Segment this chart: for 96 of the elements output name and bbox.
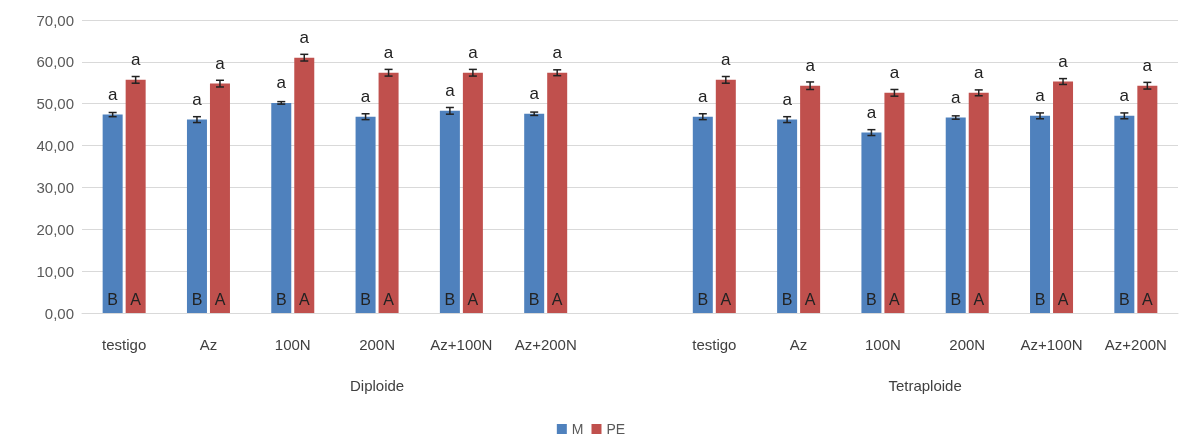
bar [1053, 81, 1074, 313]
bar [547, 72, 568, 313]
annotation: A [298, 290, 310, 308]
bar [800, 85, 821, 313]
y-tick-label: 30,00 [36, 178, 74, 196]
data-label: a [299, 27, 310, 47]
bar [462, 72, 483, 313]
data-label: a [130, 49, 141, 69]
bar [1030, 115, 1051, 313]
x-tick-label: 200N [949, 336, 986, 353]
annotation: A [1057, 290, 1069, 308]
data-label: a [360, 86, 371, 106]
annotation: A [804, 290, 816, 308]
y-tick-label: 20,00 [36, 220, 74, 238]
data-label: a [889, 62, 900, 82]
annotation: A [467, 290, 479, 308]
bar [439, 110, 460, 313]
x-tick-label: Az [789, 336, 808, 353]
x-tick-label: Az+100N [1020, 336, 1083, 353]
data-label: a [383, 42, 394, 62]
data-label: a [1058, 51, 1069, 71]
x-tick-label: testigo [102, 336, 147, 353]
bar [945, 117, 966, 313]
annotation: B [275, 290, 287, 308]
annotation: B [1119, 290, 1130, 308]
data-label: a [721, 49, 732, 69]
data-label: a [866, 102, 877, 122]
y-tick-label: 50,00 [36, 95, 74, 113]
x-tick-label: 100N [274, 336, 311, 353]
data-label: a [805, 55, 816, 75]
bar [715, 79, 736, 313]
x-tick-label: 100N [864, 336, 901, 353]
x-tick-label: Az [199, 336, 218, 353]
legend-label: M [571, 421, 584, 437]
annotation: A [889, 290, 901, 308]
y-tick-label: 0,00 [44, 304, 74, 322]
data-label: a [107, 84, 118, 104]
data-label: a [215, 53, 226, 73]
x-tick-label: Az+200N [1104, 336, 1167, 353]
legend-label: PE [606, 421, 626, 437]
bar [271, 102, 292, 313]
data-label: a [951, 87, 961, 107]
annotation: B [697, 290, 709, 308]
annotation: A [551, 290, 563, 308]
bar [125, 79, 146, 313]
annotation: B [1034, 290, 1046, 308]
data-label: a [445, 80, 456, 100]
bar [209, 83, 230, 313]
bar [861, 132, 882, 313]
annotation: B [191, 290, 203, 308]
bar [355, 116, 376, 313]
text: Tetraploide [888, 376, 962, 394]
y-tick-label: 10,00 [36, 262, 74, 280]
bar [1137, 85, 1158, 313]
bar [884, 92, 905, 313]
x-tick-label: testigo [692, 336, 737, 353]
annotation: A [973, 290, 985, 308]
data-label: a [552, 42, 563, 62]
annotation: B [107, 290, 118, 308]
data-label: a [1119, 85, 1130, 105]
bar [968, 92, 989, 313]
data-label: a [276, 72, 287, 92]
data-label: a [529, 83, 540, 103]
x-tick-label: 200N [359, 336, 396, 353]
annotation: B [866, 290, 877, 308]
bar [692, 116, 713, 313]
y-tick-label: 60,00 [36, 53, 74, 71]
x-tick-label: Az+200N [514, 336, 577, 353]
y-tick-label: 70,00 [36, 11, 74, 29]
bar [1114, 115, 1135, 313]
data-label: a [698, 86, 709, 106]
annotation: A [1142, 290, 1154, 308]
annotation: B [781, 290, 793, 308]
annotation: B [444, 290, 456, 308]
y-tick-label: 40,00 [36, 137, 74, 155]
bar [378, 72, 399, 313]
annotation: B [950, 290, 962, 308]
bar [102, 114, 123, 313]
annotation: A [130, 290, 142, 308]
annotation: B [360, 290, 371, 308]
bar [524, 113, 545, 313]
annotation: A [383, 290, 395, 308]
data-label: a [468, 42, 479, 62]
x-tick-label: Az+100N [430, 336, 493, 353]
bar [294, 57, 315, 313]
annotation: A [720, 290, 732, 308]
data-label: a [782, 89, 793, 109]
bar [777, 119, 798, 313]
annotation: B [528, 290, 540, 308]
bar [186, 119, 207, 313]
data-label: a [1035, 85, 1046, 105]
annotation: A [214, 290, 226, 308]
data-label: a [1142, 55, 1153, 75]
data-label: a [974, 62, 984, 82]
data-label: a [192, 89, 203, 109]
text: Diploide [349, 376, 405, 394]
